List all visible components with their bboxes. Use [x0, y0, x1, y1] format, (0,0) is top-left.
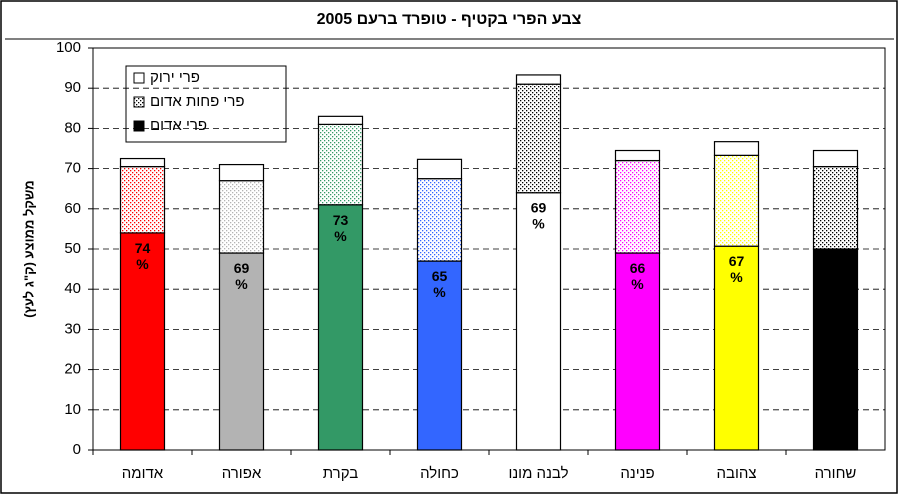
x-tick-label: צהובה — [716, 465, 756, 482]
bar-segment — [614, 159, 661, 254]
y-tick-label: 10 — [64, 401, 81, 418]
bar-segment — [119, 157, 166, 168]
legend-label: פרי פחות אדום — [150, 93, 244, 110]
bar-segment — [812, 165, 859, 250]
x-tick-label: לבנה מונו — [508, 465, 568, 482]
x-tick-label: כחולה — [420, 465, 459, 482]
bar-segment — [317, 115, 364, 125]
bar-segment — [218, 180, 265, 254]
x-tick-label: פנינה — [620, 465, 654, 482]
y-tick-label: 80 — [64, 119, 81, 136]
y-tick-label: 60 — [64, 200, 81, 217]
y-tick-label: 100 — [56, 39, 81, 56]
bar-annotation: 67% — [828, 256, 844, 288]
y-tick-label: 0 — [73, 441, 81, 458]
x-tick-label: בקרת — [323, 465, 358, 482]
chart-title: צבע הפרי בקטיף - טופרד ברעם 2005 — [317, 11, 582, 28]
x-tick-label: שחורה — [815, 465, 857, 482]
bar-segment — [713, 154, 760, 247]
bar-annotation: 73% — [333, 211, 349, 243]
bar-segment — [218, 163, 265, 182]
y-tick-label: 90 — [64, 79, 81, 96]
bar-annotation: 65% — [432, 268, 448, 300]
bar-annotation: 69% — [531, 199, 547, 231]
legend-swatch — [133, 96, 145, 108]
legend-label: פרי אדום — [150, 117, 207, 134]
bar-segment — [515, 74, 562, 85]
bar-segment — [119, 165, 166, 234]
bar-annotation: 69% — [234, 260, 250, 292]
bar-segment — [515, 83, 562, 194]
bar-segment — [614, 149, 661, 162]
bar-segment — [713, 141, 760, 156]
y-axis-label: (ק"ג לעץ) משקל ממוצע — [21, 180, 36, 317]
y-tick-label: 20 — [64, 361, 81, 378]
y-tick-label: 70 — [64, 160, 81, 177]
bar-segment — [416, 178, 463, 262]
bar-annotation: 66% — [630, 260, 646, 292]
x-tick-label: אפורה — [222, 465, 262, 482]
bar-segment — [317, 123, 364, 206]
bar-segment — [812, 149, 859, 168]
bar-segment — [416, 260, 463, 451]
legend-label: פרי ירוק — [150, 69, 200, 86]
legend-swatch — [133, 72, 145, 84]
bar-segment — [713, 245, 760, 451]
bar-segment — [218, 252, 265, 451]
y-tick-label: 30 — [64, 320, 81, 337]
bar-segment — [614, 252, 661, 451]
bar-annotation: 67% — [729, 253, 745, 285]
bar-segment — [416, 158, 463, 180]
legend — [125, 65, 287, 143]
y-tick-label: 50 — [64, 240, 81, 257]
bar-annotation: 74% — [135, 240, 151, 272]
bar-segment — [317, 204, 364, 451]
legend-swatch — [133, 120, 145, 132]
bar-segment — [812, 248, 859, 451]
x-tick-label: אדומה — [122, 465, 164, 482]
y-tick-label: 40 — [64, 280, 81, 297]
